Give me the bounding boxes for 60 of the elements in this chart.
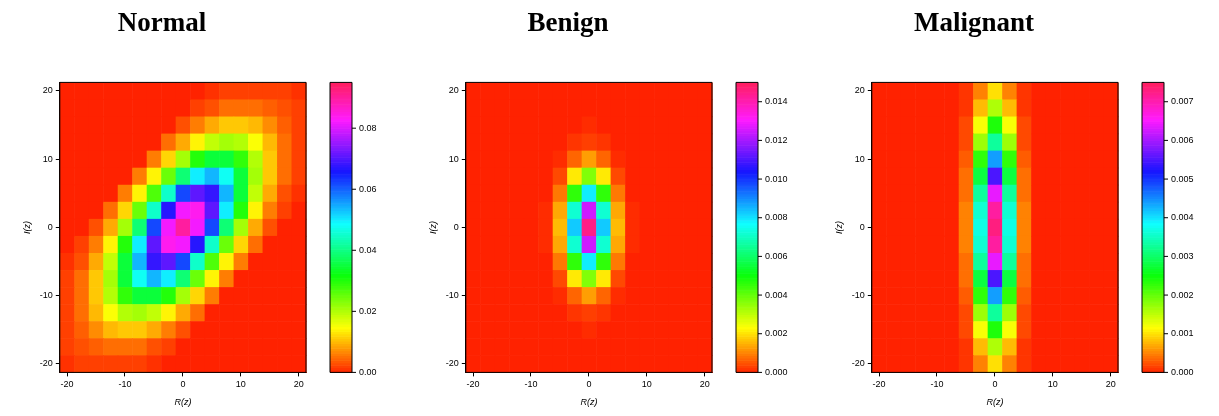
x-tick-label: 10 [641,379,652,390]
x-tick-label: -20 [466,379,480,390]
color-bar-label: 0.014 [765,96,788,107]
x-tick-label: -10 [930,379,944,390]
color-bar-label: 0.008 [765,212,788,223]
color-bar-label: 0.006 [1171,134,1194,145]
color-bar-label: 0.002 [765,328,788,339]
x-tick-label: 20 [1105,379,1116,390]
color-bar-label: 0.00 [359,366,377,377]
y-axis-title: I(z) [427,220,438,234]
y-tick-label: 10 [854,153,865,164]
y-tick-label: -10 [39,290,53,301]
y-axis-title: I(z) [833,220,844,234]
x-tick-label: -20 [60,379,74,390]
color-bar-label: 0.002 [1171,289,1194,300]
color-bar-label: 0.007 [1171,96,1194,107]
color-bar-label: 0.02 [359,305,377,316]
x-tick-label: -10 [524,379,538,390]
color-bar-label: 0.010 [765,173,788,184]
chart-title: Malignant [913,7,1035,38]
color-bar-label: 0.005 [1171,173,1194,184]
y-tick-label: -10 [851,290,865,301]
y-tick-label: 10 [448,153,459,164]
x-tick-label: 10 [235,379,246,390]
y-tick-label: 20 [854,85,865,96]
color-bar-label: 0.000 [765,366,788,377]
y-axis-title: I(z) [21,220,32,234]
y-tick-label: -20 [445,358,459,369]
color-bar-label: 0.004 [765,289,788,300]
color-bar-label: 0.004 [1171,212,1194,223]
x-tick-label: 0 [180,379,186,390]
color-bar-label: 0.001 [1171,328,1194,339]
y-tick-label: -20 [851,358,865,369]
x-axis-title: R(z) [986,397,1004,408]
y-tick-label: -10 [445,290,459,301]
x-tick-label: 10 [1047,379,1058,390]
x-tick-label: 0 [992,379,998,390]
x-axis-title: R(z) [174,397,192,408]
y-tick-label: 10 [42,153,53,164]
color-bar-label: 0.000 [1171,366,1194,377]
x-tick-label: -20 [872,379,886,390]
x-tick-label: 0 [586,379,592,390]
color-bar-label: 0.006 [765,250,788,261]
chart-title: Benign [527,7,609,38]
color-bar-label: 0.08 [359,122,377,133]
x-tick-label: 20 [699,379,710,390]
x-tick-label: 20 [293,379,304,390]
y-tick-label: 0 [453,221,459,232]
color-bar-label: 0.012 [765,134,788,145]
x-tick-label: -10 [118,379,132,390]
chart-title: Normal [117,7,207,38]
color-bar-label: 0.04 [359,244,377,255]
y-tick-label: 20 [42,85,53,96]
x-axis-title: R(z) [580,397,598,408]
y-tick-label: 20 [448,85,459,96]
color-bar-label: 0.003 [1171,250,1194,261]
color-bar-label: 0.06 [359,183,377,194]
y-tick-label: 0 [859,221,865,232]
y-tick-label: -20 [39,358,53,369]
y-tick-label: 0 [47,221,53,232]
